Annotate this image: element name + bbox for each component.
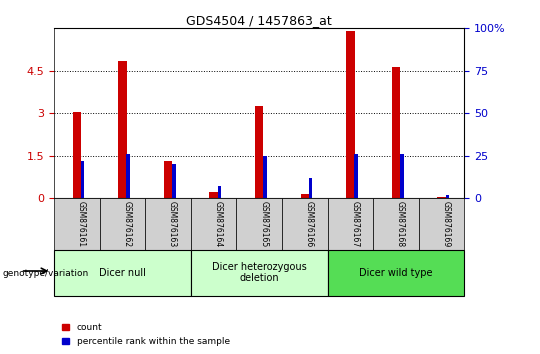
Bar bbox=[118, 61, 126, 198]
Text: Dicer heterozygous
deletion: Dicer heterozygous deletion bbox=[212, 262, 307, 284]
Bar bbox=[400, 154, 403, 198]
Text: GSM876166: GSM876166 bbox=[305, 201, 314, 247]
Bar bbox=[301, 194, 309, 198]
Text: GSM876169: GSM876169 bbox=[442, 201, 450, 247]
Bar bbox=[282, 198, 328, 250]
Bar bbox=[54, 250, 191, 296]
Text: GSM876163: GSM876163 bbox=[168, 201, 177, 247]
Bar bbox=[446, 195, 449, 198]
Bar bbox=[73, 112, 81, 198]
Text: genotype/variation: genotype/variation bbox=[3, 269, 89, 278]
Title: GDS4504 / 1457863_at: GDS4504 / 1457863_at bbox=[186, 14, 332, 27]
Bar bbox=[354, 154, 358, 198]
Bar bbox=[373, 198, 419, 250]
Text: GSM876167: GSM876167 bbox=[350, 201, 360, 247]
Text: GSM876161: GSM876161 bbox=[77, 201, 86, 247]
Bar bbox=[191, 198, 237, 250]
Bar bbox=[346, 31, 354, 198]
Bar bbox=[126, 154, 130, 198]
Text: GSM876162: GSM876162 bbox=[123, 201, 131, 247]
Legend: count, percentile rank within the sample: count, percentile rank within the sample bbox=[58, 320, 233, 349]
Bar bbox=[392, 67, 400, 198]
Bar bbox=[309, 178, 312, 198]
Text: Dicer null: Dicer null bbox=[99, 268, 146, 278]
Bar bbox=[191, 250, 328, 296]
Bar bbox=[263, 156, 267, 198]
Text: GSM876168: GSM876168 bbox=[396, 201, 405, 247]
Bar bbox=[210, 192, 218, 198]
Bar bbox=[145, 198, 191, 250]
Bar bbox=[99, 198, 145, 250]
Bar bbox=[218, 186, 221, 198]
Bar bbox=[255, 106, 264, 198]
Bar bbox=[419, 198, 464, 250]
Text: GSM876165: GSM876165 bbox=[259, 201, 268, 247]
Bar bbox=[328, 198, 373, 250]
Text: GSM876164: GSM876164 bbox=[214, 201, 222, 247]
Bar bbox=[80, 161, 84, 198]
Text: Dicer wild type: Dicer wild type bbox=[359, 268, 433, 278]
Bar bbox=[237, 198, 282, 250]
Bar bbox=[328, 250, 464, 296]
Bar bbox=[172, 164, 176, 198]
Bar bbox=[54, 198, 99, 250]
Bar bbox=[164, 161, 172, 198]
